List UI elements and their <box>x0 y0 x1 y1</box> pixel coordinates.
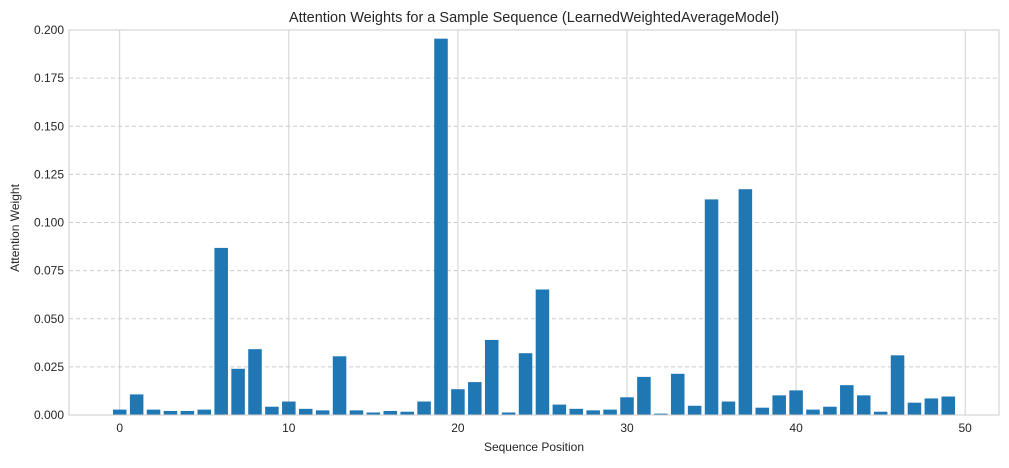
bar <box>163 410 178 415</box>
bar <box>197 409 212 415</box>
bar <box>890 355 905 415</box>
bar <box>941 396 956 415</box>
plot-frame <box>68 29 1000 416</box>
bar <box>248 349 262 415</box>
bar <box>417 401 431 415</box>
grid <box>69 29 999 416</box>
y-tick-label: 0.150 <box>34 119 64 133</box>
bar <box>349 410 364 415</box>
bar <box>231 368 245 415</box>
x-tick-label: 0 <box>116 421 123 435</box>
bar <box>873 411 888 415</box>
bar <box>704 199 719 415</box>
bar <box>180 410 195 415</box>
bar <box>670 373 685 415</box>
bar <box>603 409 617 415</box>
bar <box>806 409 820 415</box>
bar <box>484 339 499 415</box>
bar <box>129 394 144 415</box>
x-tick-label: 10 <box>282 421 296 435</box>
bar <box>552 404 567 415</box>
bar <box>823 406 837 415</box>
bars <box>112 38 956 415</box>
bar <box>518 353 533 415</box>
x-tick-label: 20 <box>451 421 465 435</box>
y-tick-label: 0.075 <box>34 264 64 278</box>
bar <box>451 389 465 415</box>
bar <box>315 410 330 415</box>
x-tick-label: 40 <box>789 421 803 435</box>
bar <box>907 402 922 415</box>
bar <box>620 397 634 415</box>
x-tick-label: 50 <box>959 421 973 435</box>
bar <box>146 409 161 415</box>
bar <box>586 410 600 415</box>
bar <box>772 395 786 415</box>
y-tick-label: 0.025 <box>34 360 64 374</box>
bar <box>468 382 482 415</box>
y-tick-label: 0.100 <box>34 216 64 230</box>
bar <box>434 38 448 415</box>
bar <box>112 409 127 415</box>
bar <box>856 395 871 415</box>
bar <box>332 356 347 415</box>
y-tick-label: 0.175 <box>34 71 64 85</box>
bar <box>265 406 279 415</box>
x-axis-label: Sequence Position <box>484 440 584 454</box>
bar <box>366 412 381 415</box>
bar <box>637 376 651 415</box>
y-axis-label: Attention Weight <box>8 183 22 271</box>
bar <box>840 385 854 415</box>
bar <box>282 401 296 415</box>
bar <box>383 410 398 415</box>
ticks: 0.000 0.025 0.050 0.075 0.100 0.125 0.150 0.175… <box>34 23 972 435</box>
y-tick-label: 0.125 <box>34 167 64 181</box>
bar <box>569 408 584 415</box>
bar <box>687 405 702 415</box>
bar <box>298 408 313 415</box>
y-tick-label: 0.000 <box>34 408 64 422</box>
y-tick-label: 0.200 <box>34 23 64 37</box>
y-tick-label: 0.050 <box>34 312 64 326</box>
bar <box>501 412 516 415</box>
bar <box>535 289 550 415</box>
bar <box>789 390 803 415</box>
bar <box>721 401 736 415</box>
bar <box>214 247 228 415</box>
bar <box>755 407 770 415</box>
bar <box>738 189 753 415</box>
x-tick-label: 30 <box>620 421 634 435</box>
bar <box>654 413 668 415</box>
bar <box>924 398 939 415</box>
chart-title: Attention Weights for a Sample Sequence … <box>289 10 779 26</box>
bar <box>400 411 414 415</box>
